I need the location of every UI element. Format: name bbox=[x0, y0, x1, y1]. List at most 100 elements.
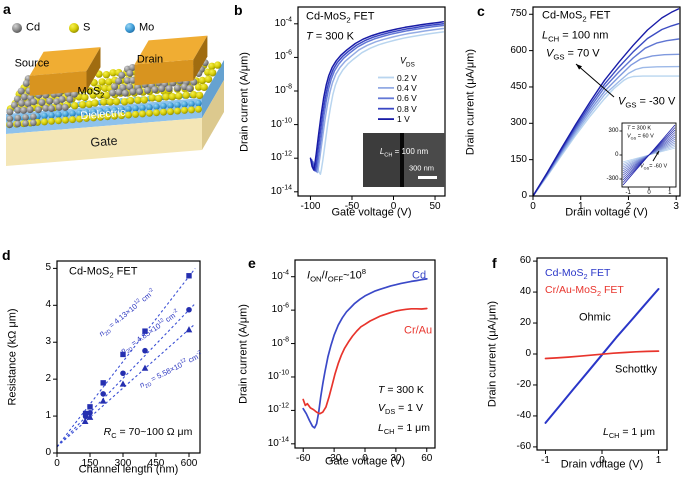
mos2-label: MoS2 bbox=[77, 85, 105, 100]
source-electrode-side bbox=[86, 47, 101, 92]
x-tick-label: -1 bbox=[541, 455, 550, 466]
sulfur-atom bbox=[96, 91, 104, 99]
sulfur-atom bbox=[126, 96, 135, 105]
panel-label-a: a bbox=[3, 1, 11, 17]
contact-resistance-label: RC = 70~100 Ω μm bbox=[103, 425, 193, 440]
mo-atom-edge bbox=[139, 104, 146, 112]
mo-atom-edge bbox=[132, 105, 139, 112]
panel-b-temperature: T = 300 K bbox=[306, 30, 355, 43]
y-tick-label: 300 bbox=[510, 117, 527, 129]
mo-atom-edge bbox=[90, 108, 97, 116]
mo-atom-edge bbox=[97, 108, 104, 115]
cd-atom bbox=[144, 86, 151, 94]
source-electrode-front bbox=[29, 71, 87, 96]
x-tick-label: 60 bbox=[421, 453, 433, 464]
sulfur-atom-edge bbox=[104, 113, 111, 121]
sulfur-atom bbox=[105, 78, 113, 86]
circle-marker bbox=[120, 370, 126, 377]
cd-curve-label: Cd bbox=[412, 269, 427, 282]
inset-iv-line bbox=[622, 124, 676, 186]
sulfur-atom-edge bbox=[132, 110, 139, 118]
sulfur-atom-edge bbox=[160, 108, 167, 116]
panel-b-chart-area: -100 -50 0 50 10-14 10-12 10-10 10-8 10-6 10-4 Gat… bbox=[228, 0, 456, 235]
source-electrode-top bbox=[29, 47, 101, 76]
y-tick-label: 10-14 bbox=[267, 436, 289, 449]
panel-label-e: e bbox=[248, 255, 256, 271]
y-tick-label: 10-10 bbox=[270, 117, 292, 130]
panel-c-vgs-min: VGS = -30 V bbox=[618, 95, 676, 110]
sem-scalebar bbox=[418, 176, 437, 179]
cd-atom bbox=[158, 85, 166, 93]
cd-atom bbox=[118, 71, 126, 79]
inset-y-tick-label: 300 bbox=[608, 128, 619, 134]
cd-atom bbox=[58, 95, 66, 103]
x-tick-label: 300 bbox=[114, 458, 132, 469]
mo-atom-edge bbox=[188, 100, 195, 108]
x-tick-label: -50 bbox=[344, 201, 360, 212]
cd-atom bbox=[186, 85, 194, 92]
y-tick-label: -60 bbox=[516, 440, 531, 452]
inset-x-tick-label: 1 bbox=[668, 190, 672, 196]
sulfur-atom-edge bbox=[181, 106, 188, 114]
cd-atom bbox=[55, 103, 63, 111]
panel-f-chart-area: -1 0 1 -60 -40 -20 0 20 40 60 Drain voltage (V) Dra… bbox=[456, 235, 684, 482]
drain-electrode-side bbox=[193, 35, 208, 81]
annotation-arrow-line bbox=[575, 63, 615, 98]
y-axis-label: Drain current (A/μm) bbox=[238, 51, 251, 152]
y-tick-label: 10-4 bbox=[274, 16, 292, 29]
y-tick-label: 150 bbox=[510, 153, 527, 165]
cd-atom bbox=[115, 77, 123, 85]
crau-curve-label: Cr/Au bbox=[404, 324, 433, 337]
triangle-marker bbox=[99, 397, 107, 404]
mo-atom-edge bbox=[83, 109, 90, 116]
cd-atom bbox=[10, 101, 18, 109]
axis-frame bbox=[56, 260, 201, 454]
cd-atom bbox=[47, 105, 55, 112]
cd-atom bbox=[151, 86, 159, 94]
sulfur-atom bbox=[208, 62, 216, 70]
y-tick-label: 0 bbox=[521, 190, 527, 201]
series-curve-Cd-MoS2 FET bbox=[544, 288, 660, 424]
triangle-marker bbox=[185, 326, 193, 333]
legend-entry-label: 0.4 V bbox=[397, 82, 417, 93]
sulfur-atom-edge bbox=[188, 106, 195, 114]
series-curve-0.6 V bbox=[312, 24, 445, 173]
sem-scalebar-label: 300 nm bbox=[408, 163, 434, 173]
panel-label-d: d bbox=[2, 247, 11, 263]
cd-atom bbox=[126, 69, 134, 77]
cd-atom bbox=[46, 97, 54, 105]
y-axis-label: Resistance (kΩ μm) bbox=[6, 308, 19, 406]
y-tick-label: -20 bbox=[516, 378, 531, 390]
dielectric-side-face bbox=[202, 60, 224, 118]
legend-label-Cd: Cd bbox=[26, 21, 41, 34]
sulfur-atom-edge bbox=[48, 117, 55, 125]
triangle-marker bbox=[81, 417, 89, 424]
sulfur-atom bbox=[112, 97, 121, 106]
legend-title: VDS bbox=[400, 55, 415, 69]
y-axis-label: Drain current (μA/μm) bbox=[486, 300, 499, 408]
mo-atom-edge bbox=[76, 109, 83, 117]
y-tick-label: 4 bbox=[45, 299, 51, 311]
sulfur-atom-edge bbox=[139, 110, 146, 118]
cd-atom bbox=[30, 113, 37, 121]
x-tick-label: -100 bbox=[300, 201, 321, 212]
x-tick-label: 600 bbox=[180, 458, 198, 469]
square-marker bbox=[82, 410, 89, 417]
series-curve-0.2 V bbox=[316, 31, 445, 175]
x-axis-label: Gate voltage (V) bbox=[331, 206, 412, 219]
x-tick-label: 50 bbox=[429, 201, 441, 212]
sulfur-atom bbox=[109, 69, 117, 77]
panel-f-legend-crau: Cr/Au-MoS2 FET bbox=[545, 283, 624, 298]
cd-atom bbox=[26, 106, 34, 114]
panel-f-channel-length: LCH = 1 μm bbox=[603, 425, 655, 440]
y-tick-label: 0 bbox=[525, 348, 531, 359]
sulfur-atom bbox=[103, 91, 111, 100]
x-tick-label: 450 bbox=[147, 458, 165, 469]
mo-atom-edge bbox=[167, 102, 174, 109]
cd-atom bbox=[14, 114, 22, 122]
x-tick-label: 30 bbox=[390, 453, 402, 464]
mo-atom-edge bbox=[160, 102, 167, 110]
x-tick-label: -60 bbox=[296, 453, 311, 464]
cd-atom bbox=[128, 64, 136, 71]
series-curve-Cr/Au bbox=[302, 307, 428, 415]
